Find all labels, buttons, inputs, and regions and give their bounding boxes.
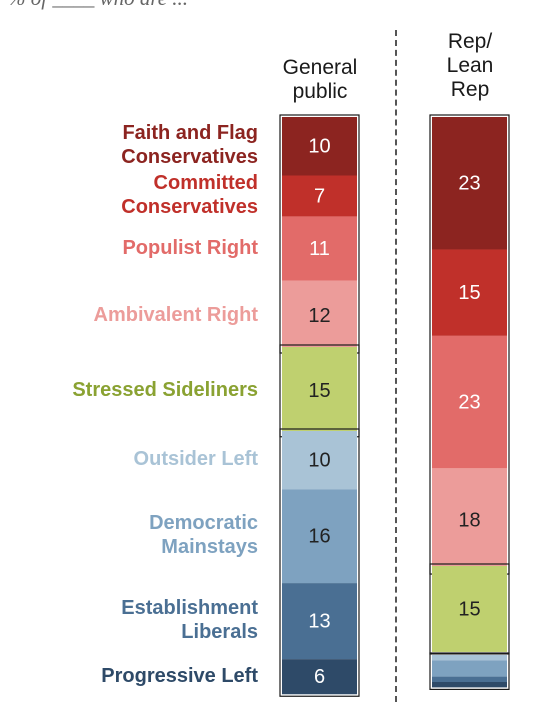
general-value-faith-and-flag-conservatives: 10	[308, 136, 330, 158]
general-value-populist-right: 11	[309, 238, 330, 260]
rep-bar-committed-conservatives	[432, 249, 507, 336]
category-label-outsider-left: Outsider Left	[133, 448, 258, 471]
general-bar-outsider-left	[282, 431, 357, 490]
category-label-stressed-sideliners: Stressed Sideliners	[72, 378, 258, 401]
rep-value-stressed-sideliners: 15	[458, 598, 480, 620]
general-value-establishment-liberals: 13	[308, 610, 330, 632]
category-label-democratic-mainstays: Democratic Mainstays	[149, 512, 258, 559]
rep-value-committed-conservatives: 15	[458, 282, 480, 304]
category-label-progressive-left: Progressive Left	[101, 664, 258, 687]
category-label-ambivalent-right: Ambivalent Right	[93, 303, 258, 326]
column-divider	[395, 30, 397, 702]
category-label-establishment-liberals: Establishment Liberals	[121, 597, 258, 644]
general-bar-stressed-sideliners	[282, 347, 357, 435]
general-bar-ambivalent-right	[282, 280, 357, 351]
rep-bar-establishment-liberals	[432, 676, 507, 682]
rep-bar-faith-and-flag-conservatives	[432, 117, 507, 250]
column-header-general-public: General public	[282, 56, 358, 103]
rep-bar-stressed-sideliners	[432, 566, 507, 652]
general-value-stressed-sideliners: 15	[308, 380, 330, 402]
category-label-populist-right: Populist Right	[122, 236, 258, 259]
rep-bar-progressive-left	[432, 682, 507, 688]
category-label-committed-conservatives: Committed Conservatives	[121, 171, 258, 218]
general-value-outsider-left: 10	[308, 450, 330, 472]
rep-value-faith-and-flag-conservatives: 23	[458, 173, 480, 195]
general-bar-democratic-mainstays	[282, 489, 357, 584]
general-bar-faith-and-flag-conservatives	[282, 117, 357, 176]
chart-subtitle: % of ____ who are ...	[8, 0, 188, 11]
rep-block-outline-sideliners	[429, 563, 510, 655]
general-bar-progressive-left	[282, 659, 357, 695]
general-block-outline-left	[279, 428, 360, 697]
rep-bar-ambivalent-right	[432, 468, 507, 573]
general-bar-populist-right	[282, 216, 357, 281]
rep-value-populist-right: 23	[458, 391, 480, 413]
general-value-ambivalent-right: 12	[308, 305, 330, 327]
general-bar-committed-conservatives	[282, 175, 357, 217]
column-header-rep-lean-rep: Rep/ Lean Rep	[446, 30, 494, 101]
rep-block-outline-left	[429, 652, 510, 691]
general-value-progressive-left: 6	[314, 666, 325, 688]
rep-value-ambivalent-right: 18	[458, 509, 480, 531]
rep-bar-democratic-mainstays	[432, 660, 507, 677]
general-bar-establishment-liberals	[282, 583, 357, 660]
rep-bar-populist-right	[432, 335, 507, 469]
category-label-faith-and-flag-conservatives: Faith and Flag Conservatives	[121, 122, 258, 169]
general-value-committed-conservatives: 7	[314, 185, 325, 207]
rep-bar-outsider-left	[432, 655, 507, 661]
general-value-democratic-mainstays: 16	[308, 526, 330, 548]
